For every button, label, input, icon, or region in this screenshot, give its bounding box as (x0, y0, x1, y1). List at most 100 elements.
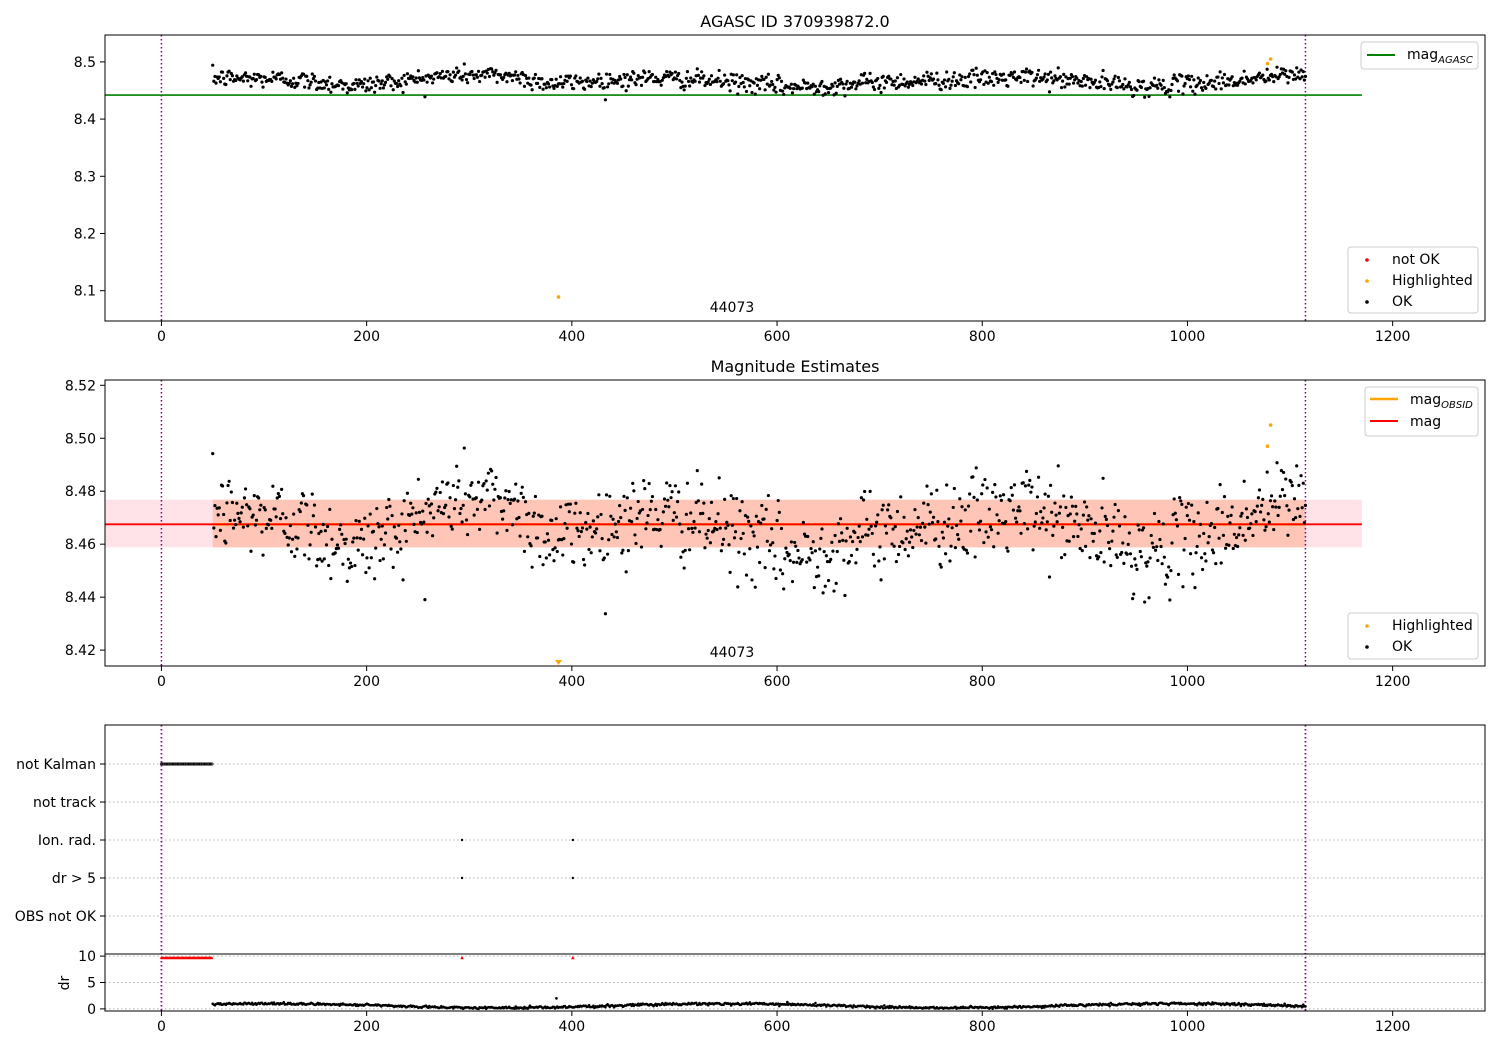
agasc-ok-point (595, 79, 599, 84)
magnitude-ok-point (676, 500, 680, 504)
magnitude-ok-point (1079, 527, 1083, 531)
agasc-ok-point (260, 80, 264, 84)
magnitude-ok-point (438, 490, 442, 495)
agasc-ok-point (414, 76, 418, 80)
dr-point (881, 1007, 885, 1010)
magnitude-ok-point (530, 565, 534, 569)
magnitude-ok-point (580, 526, 585, 530)
agasc-ok-point (678, 78, 682, 83)
magnitude-ok-point (352, 536, 356, 540)
magnitude-ok-point (668, 483, 672, 488)
agasc-ok-point (353, 87, 357, 91)
agasc-ok-point (1064, 75, 1068, 79)
agasc-xtick-label: 200 (353, 329, 380, 345)
magnitude-ok-point (673, 484, 678, 488)
magnitude-ok-point (476, 480, 481, 484)
agasc-ok-point (1303, 74, 1308, 78)
magnitude-ok-point (685, 481, 690, 485)
magnitude-legend-ok-marker (1365, 645, 1369, 649)
magnitude-ok-point (648, 508, 652, 512)
agasc-ok-point (569, 83, 574, 87)
magnitude-ok-point (576, 529, 580, 533)
magnitude-ok-point (907, 540, 912, 544)
magnitude-ok-point (1192, 520, 1196, 524)
magnitude-ok-point (449, 524, 453, 528)
magnitude-ok-point (292, 512, 296, 516)
dr-point (1283, 1002, 1286, 1005)
agasc-ok-point (643, 71, 647, 75)
magnitude-ok-point (305, 503, 309, 507)
agasc-ok-point (395, 84, 400, 89)
agasc-ok-point (947, 77, 951, 81)
agasc-ok-point (832, 93, 836, 97)
magnitude-ok-point (465, 532, 470, 537)
agasc-ok-point (791, 87, 796, 91)
agasc-ok-point (906, 85, 910, 89)
magnitude-ok-point (738, 509, 742, 513)
magnitude-ok-point (575, 526, 579, 530)
magnitude-ok-point (1174, 518, 1178, 522)
agasc-ok-point (773, 85, 777, 89)
magnitude-ok-point (630, 520, 634, 524)
agasc-ok-point (1292, 73, 1297, 77)
magnitude-ok-point (905, 529, 909, 533)
agasc-ok-point (374, 84, 378, 88)
agasc-ok-point (1204, 86, 1208, 90)
agasc-ok-point (1195, 83, 1199, 87)
dr-capped-marker (460, 955, 464, 960)
magnitude-ok-point (1150, 541, 1154, 545)
magnitude-ok-point (376, 522, 380, 526)
agasc-ok-point (438, 71, 442, 76)
agasc-ok-point (603, 98, 608, 102)
agasc-ok-point (1143, 95, 1147, 99)
magnitude-ok-point (1278, 494, 1282, 498)
magnitude-ok-point (1277, 505, 1281, 509)
magnitude-ok-point (1197, 534, 1201, 538)
magnitude-ok-point (363, 516, 367, 520)
agasc-ok-point (1076, 81, 1080, 85)
agasc-ok-point (211, 63, 215, 67)
magnitude-ok-point (1298, 514, 1302, 518)
agasc-ok-point (968, 72, 972, 76)
magnitude-ok-point (463, 492, 467, 496)
magnitude-ok-point (563, 522, 567, 526)
magnitude-ok-point (859, 496, 863, 500)
agasc-ok-point (1302, 78, 1306, 82)
agasc-ok-point (817, 90, 821, 94)
magnitude-ok-point (812, 586, 816, 590)
agasc-ok-point (1047, 90, 1052, 94)
magnitude-ok-point (762, 517, 766, 521)
agasc-ok-point (404, 82, 408, 86)
magnitude-ok-point (717, 476, 721, 480)
magnitude-ok-point (561, 553, 565, 557)
magnitude-ok-point (1279, 469, 1283, 473)
agasc-ok-point (992, 83, 996, 87)
agasc-ok-point (986, 81, 990, 85)
magnitude-ok-point (1261, 497, 1265, 501)
dr-point (1300, 1005, 1304, 1009)
magnitude-ok-point (631, 481, 635, 485)
magnitude-ok-point (261, 553, 265, 557)
magnitude-ok-point (614, 530, 618, 534)
agasc-ok-point (400, 76, 404, 80)
agasc-ok-point (684, 76, 688, 80)
magnitude-ok-point (1145, 564, 1149, 568)
magnitude-ok-point (1097, 555, 1101, 559)
agasc-ok-point (1068, 76, 1072, 80)
magnitude-ok-point (535, 536, 540, 540)
magnitude-ok-point (996, 531, 1000, 535)
magnitude-ok-point (1078, 546, 1082, 551)
magnitude-ok-point (1168, 598, 1172, 602)
agasc-ok-point (274, 77, 278, 81)
agasc-ok-point (985, 71, 989, 75)
magnitude-ok-point (1131, 597, 1135, 601)
magnitude-ok-point (400, 512, 404, 516)
magnitude-ok-point (674, 515, 679, 519)
magnitude-ok-point (841, 538, 845, 542)
magnitude-ok-point (1301, 481, 1305, 485)
magnitude-ok-point (904, 537, 908, 541)
agasc-xtick-label: 0 (157, 329, 166, 345)
magnitude-ok-point (857, 524, 861, 528)
magnitude-ok-point (380, 524, 384, 528)
agasc-ok-point (476, 69, 481, 73)
